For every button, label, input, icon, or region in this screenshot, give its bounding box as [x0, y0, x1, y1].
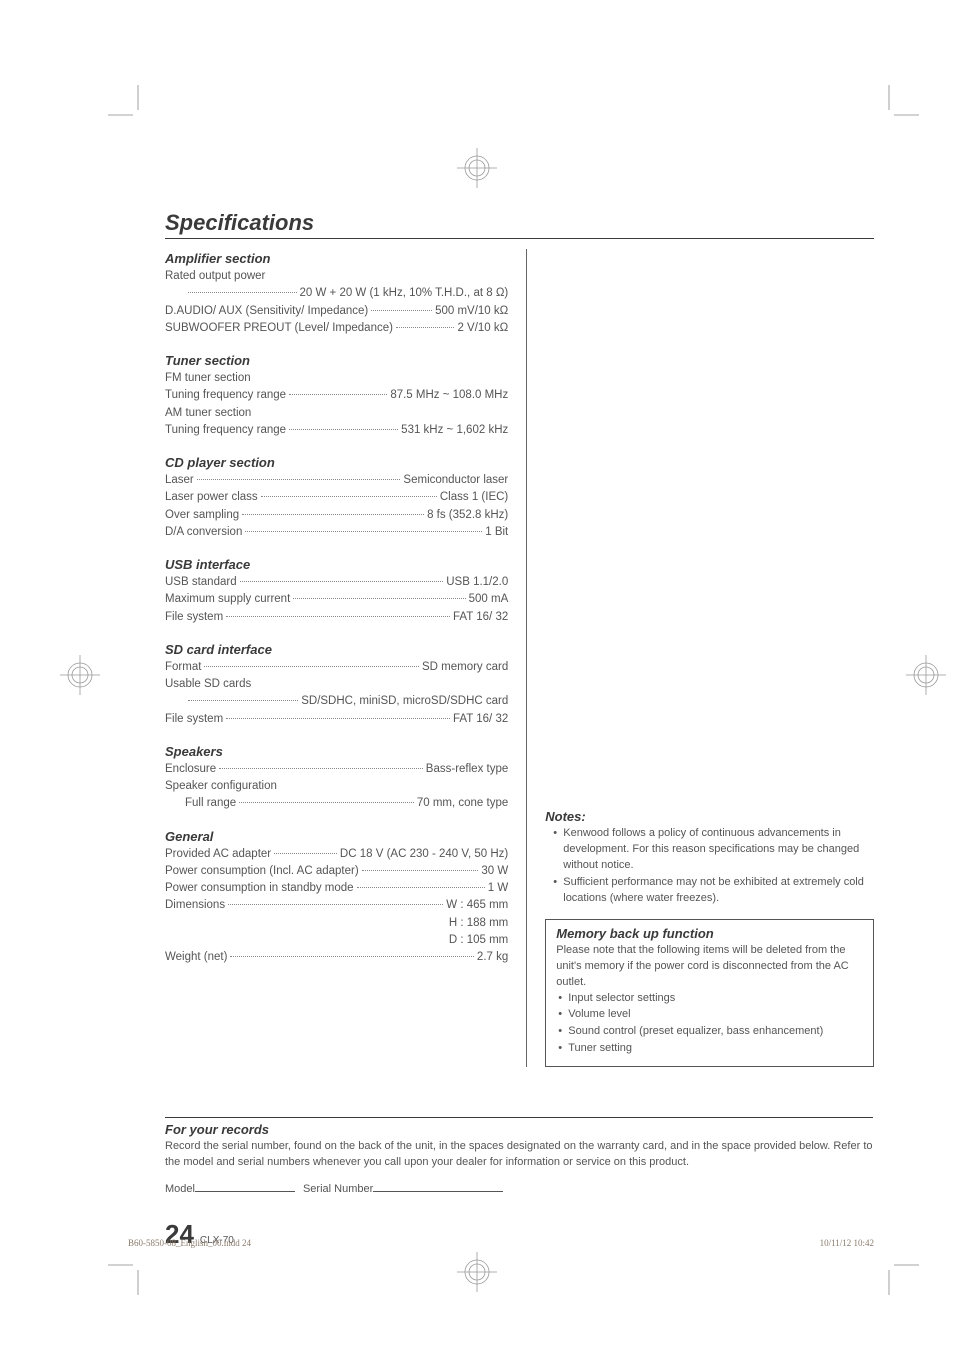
memory-item: Input selector settings: [560, 991, 863, 1007]
cd-lpc: Laser power classClass 1 (IEC): [165, 489, 508, 506]
amp-rated: 20 W + 20 W (1 kHz, 10% T.H.D., at 8 Ω): [165, 285, 508, 302]
print-footer: B60-5850-08_English_00.indd 24 10/11/12 …: [128, 1238, 874, 1248]
records-title: For your records: [165, 1122, 873, 1137]
cd-oversampling: Over sampling8 fs (352.8 kHz): [165, 507, 508, 524]
notes-title: Notes:: [545, 809, 874, 824]
gen-dim-d: D : 105 mm: [165, 932, 508, 949]
spk-enclosure: EnclosureBass-reflex type: [165, 761, 508, 778]
gen-weight: Weight (net)2.7 kg: [165, 949, 508, 966]
section-speakers-title: Speakers: [165, 744, 508, 759]
gen-pc: Power consumption (Incl. AC adapter)30 W: [165, 863, 508, 880]
column-divider: [526, 249, 527, 1067]
tuner-am-label: AM tuner section: [165, 405, 508, 422]
records-fields: Model Serial Number: [165, 1181, 873, 1195]
amp-daudio: D.AUDIO/ AUX (Sensitivity/ Impedance)500…: [165, 303, 508, 320]
records-section: For your records Record the serial numbe…: [165, 1117, 873, 1195]
sd-usable-label: Usable SD cards: [165, 676, 508, 693]
amp-rated-label: Rated output power: [165, 268, 508, 285]
spk-fullrange: Full range70 mm, cone type: [165, 795, 508, 812]
notes-list: Kenwood follows a policy of continuous a…: [545, 826, 874, 907]
usb-standard: USB standardUSB 1.1/2.0: [165, 574, 508, 591]
usb-current: Maximum supply current500 mA: [165, 591, 508, 608]
specs-left-column: Amplifier section Rated output power 20 …: [165, 249, 508, 1067]
reg-mark-bottom: [457, 1252, 497, 1292]
memory-item: Volume level: [560, 1007, 863, 1023]
memory-item: Sound control (preset equalizer, bass en…: [560, 1024, 863, 1040]
memory-title: Memory back up function: [556, 926, 863, 941]
reg-mark-top: [457, 148, 497, 188]
crop-tr: [879, 85, 919, 125]
memory-list: Input selector settings Volume level Sou…: [556, 991, 863, 1058]
tuner-fm-range: Tuning frequency range87.5 MHz ~ 108.0 M…: [165, 387, 508, 404]
section-cd-title: CD player section: [165, 455, 508, 470]
gen-dim-w: DimensionsW : 465 mm: [165, 897, 508, 914]
specs-right-column: Notes: Kenwood follows a policy of conti…: [545, 249, 874, 1067]
tuner-fm-label: FM tuner section: [165, 370, 508, 387]
sd-format: FormatSD memory card: [165, 659, 508, 676]
notes-item: Sufficient performance may not be exhibi…: [555, 875, 874, 907]
usb-fs: File systemFAT 16/ 32: [165, 609, 508, 626]
records-model-line: [195, 1181, 295, 1192]
crop-bl: [108, 1255, 148, 1295]
memory-item: Tuner setting: [560, 1041, 863, 1057]
page-title: Specifications: [165, 210, 874, 239]
cd-da: D/A conversion1 Bit: [165, 524, 508, 541]
amp-subwoofer: SUBWOOFER PREOUT (Level/ Impedance)2 V/1…: [165, 320, 508, 337]
memory-box: Memory back up function Please note that…: [545, 919, 874, 1068]
records-text: Record the serial number, found on the b…: [165, 1139, 873, 1171]
reg-mark-left: [60, 655, 100, 695]
crop-tl: [108, 85, 148, 125]
tuner-am-range: Tuning frequency range531 kHz ~ 1,602 kH…: [165, 422, 508, 439]
spk-conf-label: Speaker configuration: [165, 778, 508, 795]
section-usb-title: USB interface: [165, 557, 508, 572]
footer-file: B60-5850-08_English_00.indd 24: [128, 1238, 251, 1248]
sd-fs: File systemFAT 16/ 32: [165, 711, 508, 728]
section-general-title: General: [165, 829, 508, 844]
gen-dim-h: H : 188 mm: [165, 915, 508, 932]
section-tuner-title: Tuner section: [165, 353, 508, 368]
section-sd-title: SD card interface: [165, 642, 508, 657]
gen-ps: Power consumption in standby mode1 W: [165, 880, 508, 897]
memory-intro: Please note that the following items wil…: [556, 943, 863, 991]
records-model-label: Model: [165, 1183, 195, 1195]
footer-date: 10/11/12 10:42: [820, 1238, 874, 1248]
reg-mark-right: [906, 655, 946, 695]
crop-br: [879, 1255, 919, 1295]
records-serial-line: [373, 1181, 503, 1192]
sd-usable: SD/SDHC, miniSD, microSD/SDHC card: [165, 693, 508, 710]
gen-ac: Provided AC adapterDC 18 V (AC 230 - 240…: [165, 846, 508, 863]
cd-laser: LaserSemiconductor laser: [165, 472, 508, 489]
notes-item: Kenwood follows a policy of continuous a…: [555, 826, 874, 874]
section-amplifier-title: Amplifier section: [165, 251, 508, 266]
records-serial-label: Serial Number: [303, 1183, 373, 1195]
